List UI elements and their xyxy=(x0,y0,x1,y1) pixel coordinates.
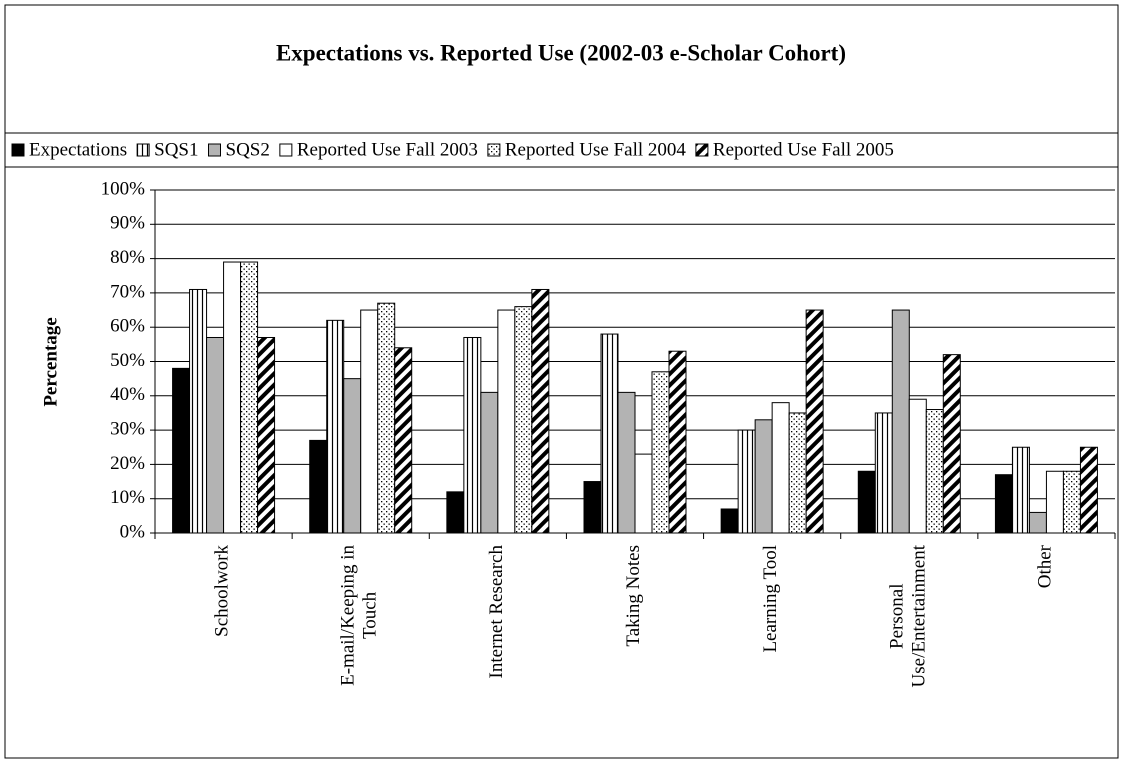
y-tick-label: 90% xyxy=(110,213,145,234)
x-tick-label: PersonalUse/Entertainment xyxy=(887,544,930,687)
x-tick-label-line: E-mail/Keeping in xyxy=(338,545,359,686)
bar xyxy=(805,309,824,534)
legend-label: Reported Use Fall 2003 xyxy=(297,139,478,160)
bar xyxy=(668,350,687,534)
bar xyxy=(531,288,550,534)
bar xyxy=(617,391,636,534)
bar xyxy=(206,336,225,534)
x-tick-label-line: Touch xyxy=(360,591,381,639)
chart-title: Expectations vs. Reported Use (2002-03 e… xyxy=(276,40,846,65)
bar xyxy=(857,470,876,534)
bar xyxy=(908,398,927,534)
y-axis-label: Percentage xyxy=(40,317,61,406)
legend-swatch xyxy=(11,143,25,157)
bar xyxy=(360,309,379,534)
bar xyxy=(874,412,893,534)
bar xyxy=(446,491,465,534)
bar xyxy=(1011,446,1030,534)
bar xyxy=(788,412,807,534)
bar xyxy=(172,367,191,534)
x-tick-label: E-mail/Keeping inTouch xyxy=(338,545,381,686)
bar xyxy=(720,508,739,534)
x-tick-label: Taking Notes xyxy=(623,545,644,647)
bar xyxy=(771,402,790,534)
bar xyxy=(480,391,499,534)
x-tick-label: Schoolwork xyxy=(212,545,233,637)
x-tick-label-line: Schoolwork xyxy=(212,545,233,637)
bar xyxy=(651,371,670,534)
legend-box xyxy=(4,132,1119,168)
y-tick-label: 40% xyxy=(110,384,145,405)
y-tick-label: 80% xyxy=(110,247,145,268)
legend-label: Reported Use Fall 2004 xyxy=(505,139,687,160)
y-tick-label: 70% xyxy=(110,281,145,302)
bar xyxy=(257,336,276,534)
x-tick-label-line: Use/Entertainment xyxy=(909,544,930,687)
bar xyxy=(223,261,242,534)
y-tick-label: 20% xyxy=(110,453,145,474)
x-tick-label-line: Learning Tool xyxy=(761,545,782,653)
bar xyxy=(240,261,259,534)
bar xyxy=(377,302,396,534)
bar xyxy=(309,439,328,534)
legend-swatch xyxy=(279,143,293,157)
y-tick-label: 100% xyxy=(101,178,146,199)
x-tick-label-line: Personal xyxy=(887,584,908,649)
bar xyxy=(754,419,773,534)
bar xyxy=(600,333,619,534)
x-tick-label-line: Taking Notes xyxy=(623,545,644,647)
x-tick-label: Other xyxy=(1035,544,1056,588)
legend-label: Reported Use Fall 2005 xyxy=(713,139,894,160)
bar xyxy=(514,306,533,534)
legend-swatch xyxy=(487,143,501,157)
y-tick-label: 10% xyxy=(110,487,145,508)
bar xyxy=(942,354,961,534)
bar xyxy=(394,347,413,534)
bar xyxy=(634,453,653,534)
y-tick-label: 60% xyxy=(110,316,145,337)
x-tick-label-line: Other xyxy=(1035,544,1056,588)
x-tick-label: Internet Research xyxy=(486,545,507,679)
bar xyxy=(891,309,910,534)
bar xyxy=(189,288,208,534)
bar xyxy=(1045,470,1064,534)
bar xyxy=(583,481,602,534)
y-tick-label: 0% xyxy=(120,521,146,542)
bar xyxy=(1028,511,1047,534)
bar xyxy=(1062,470,1081,534)
bar xyxy=(463,336,482,534)
y-tick-label: 50% xyxy=(110,350,145,371)
y-tick-label: 30% xyxy=(110,418,145,439)
legend-swatch xyxy=(695,143,709,157)
legend-swatch xyxy=(136,143,150,157)
bar xyxy=(737,429,756,534)
bar xyxy=(994,474,1013,534)
bar xyxy=(326,319,345,534)
legend-swatch xyxy=(208,143,221,157)
bar xyxy=(497,309,516,534)
legend-label: SQS2 xyxy=(226,139,270,160)
bar xyxy=(925,409,944,534)
x-tick-label: Learning Tool xyxy=(761,545,782,653)
bar xyxy=(1079,446,1098,534)
x-tick-label-line: Internet Research xyxy=(486,545,507,679)
legend-label: SQS1 xyxy=(154,139,198,160)
bar xyxy=(343,378,362,534)
legend-label: Expectations xyxy=(29,139,127,160)
